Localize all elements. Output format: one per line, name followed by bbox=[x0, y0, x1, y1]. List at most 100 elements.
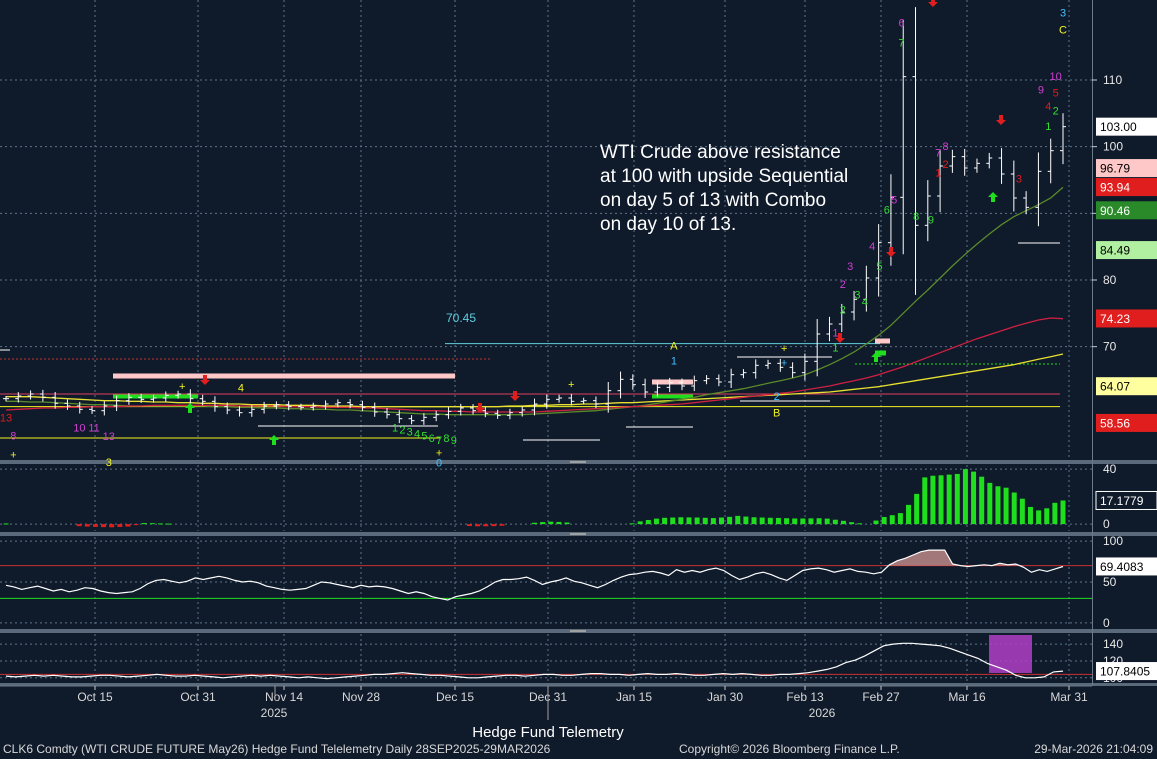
momentum-bar bbox=[1027, 506, 1033, 525]
momentum-bar bbox=[532, 522, 537, 525]
momentum-bar bbox=[995, 486, 1001, 525]
count-label: + bbox=[179, 381, 185, 393]
oscillator-axis: 140120100107.8405 bbox=[1096, 637, 1157, 685]
count-label: 1 bbox=[1045, 121, 1051, 133]
count-label: 1 bbox=[671, 356, 677, 368]
count-label: 8 bbox=[10, 430, 16, 442]
price-label-box bbox=[1096, 178, 1157, 197]
momentum-axis-tick-label: 40 bbox=[1103, 462, 1117, 476]
count-label: + bbox=[10, 450, 16, 462]
momentum-bar bbox=[540, 522, 546, 525]
price-label-box bbox=[1096, 201, 1157, 220]
momentum-bar bbox=[109, 524, 115, 528]
momentum-bar bbox=[117, 524, 123, 528]
sell-arrow-icon bbox=[475, 403, 485, 413]
chart-annotation: WTI Crude above resistance at 100 with u… bbox=[600, 142, 849, 235]
momentum-bar bbox=[816, 518, 822, 525]
x-axis-title: Hedge Fund Telemetry bbox=[472, 724, 624, 741]
momentum-bar bbox=[857, 523, 863, 525]
rsi-last-label: 69.4083 bbox=[1100, 560, 1144, 574]
count-label: 1 bbox=[935, 168, 941, 180]
count-label: 4 bbox=[1045, 101, 1051, 113]
footer-copyright: Copyright© 2026 Bloomberg Finance L.P. bbox=[679, 742, 900, 756]
momentum-bar bbox=[92, 524, 98, 527]
count-label: 5 bbox=[1053, 88, 1059, 100]
momentum-bar bbox=[824, 518, 830, 525]
momentum-bar bbox=[491, 524, 497, 527]
count-label: + bbox=[568, 379, 574, 391]
count-label: 8 bbox=[942, 141, 948, 153]
count-label: 6 bbox=[898, 18, 904, 30]
momentum-bar bbox=[979, 476, 985, 525]
count-label: 2 bbox=[840, 304, 846, 316]
price-levels bbox=[0, 393, 1060, 408]
sell-arrow-icon bbox=[510, 391, 520, 401]
count-label: 1 bbox=[392, 422, 398, 434]
count-label: 9 bbox=[1038, 84, 1044, 96]
count-label: 5 bbox=[421, 430, 427, 442]
x-axis: Oct 15 Oct 31 Nov 14 Nov 28 Dec 15 Dec 31 Jan … bbox=[0, 685, 1092, 720]
momentum-bar bbox=[149, 523, 155, 525]
price-axis-tick-label: 100 bbox=[1103, 140, 1123, 154]
buy-arrow-icon bbox=[871, 352, 881, 362]
momentum-bar bbox=[125, 524, 131, 527]
momentum-bar bbox=[881, 516, 887, 525]
momentum-axis: 40 0 17.1779 bbox=[1095, 462, 1157, 531]
momentum-bar bbox=[84, 524, 90, 527]
price-bars bbox=[3, 7, 1066, 425]
count-label: + bbox=[781, 343, 787, 355]
oscillator-axis-tick-label: 140 bbox=[1103, 637, 1123, 651]
count-label: 11 bbox=[88, 422, 99, 434]
momentum-bar bbox=[784, 518, 790, 525]
price-label-text: 103.00 bbox=[1100, 120, 1137, 134]
price-axis-tick-label: 80 bbox=[1103, 273, 1117, 287]
count-label: 2 bbox=[840, 279, 846, 291]
momentum-bar bbox=[101, 524, 107, 528]
x-axis-tick-label: Mar 31 bbox=[1050, 690, 1088, 704]
momentum-bars bbox=[3, 469, 1066, 528]
momentum-bar bbox=[719, 517, 725, 525]
momentum-bar bbox=[775, 517, 781, 525]
momentum-bar bbox=[1052, 502, 1058, 525]
momentum-bar bbox=[499, 524, 505, 526]
momentum-bar bbox=[832, 519, 838, 525]
panel-resize-handles[interactable] bbox=[570, 461, 586, 632]
sell-arrow-icon bbox=[928, 0, 938, 7]
count-label: 5 bbox=[891, 194, 897, 206]
x-axis-tick-label: Oct 15 bbox=[77, 690, 113, 704]
momentum-last-label: 17.1779 bbox=[1100, 494, 1144, 508]
price-label-text: 93.94 bbox=[1100, 181, 1130, 195]
price-label-text: 96.79 bbox=[1100, 162, 1130, 176]
price-axis: 110 100 80 70 bbox=[1092, 73, 1123, 354]
momentum-bar bbox=[938, 475, 944, 525]
momentum-bar bbox=[548, 521, 554, 525]
x-axis-tick-label: Feb 13 bbox=[786, 690, 824, 704]
count-label: 4 bbox=[414, 428, 420, 440]
sell-arrow-icon bbox=[996, 115, 1006, 125]
price-label-box bbox=[1096, 377, 1157, 396]
momentum-bar bbox=[767, 517, 773, 525]
rsi-last-box bbox=[1096, 557, 1157, 576]
price-label-box bbox=[1096, 117, 1157, 136]
momentum-bar bbox=[971, 471, 977, 525]
count-label: 6 bbox=[429, 433, 435, 445]
momentum-bar bbox=[1036, 510, 1042, 525]
count-label: 7 bbox=[935, 148, 941, 160]
momentum-bar bbox=[157, 523, 163, 525]
momentum-bar bbox=[653, 518, 659, 525]
price-label-box bbox=[1096, 159, 1157, 178]
momentum-bar bbox=[954, 473, 960, 525]
price-label-box bbox=[1096, 413, 1157, 432]
momentum-bar bbox=[645, 520, 651, 525]
count-label: 10 bbox=[73, 422, 85, 434]
momentum-bar bbox=[889, 515, 895, 525]
momentum-bar bbox=[1044, 508, 1050, 525]
oscillator-last-box bbox=[1096, 662, 1157, 681]
momentum-bar bbox=[1003, 487, 1009, 525]
buy-arrow-icon bbox=[988, 192, 998, 202]
count-label: 10 bbox=[1050, 71, 1062, 83]
x-axis-year-2025: 2025 bbox=[261, 706, 288, 720]
momentum-last-box bbox=[1095, 490, 1157, 510]
